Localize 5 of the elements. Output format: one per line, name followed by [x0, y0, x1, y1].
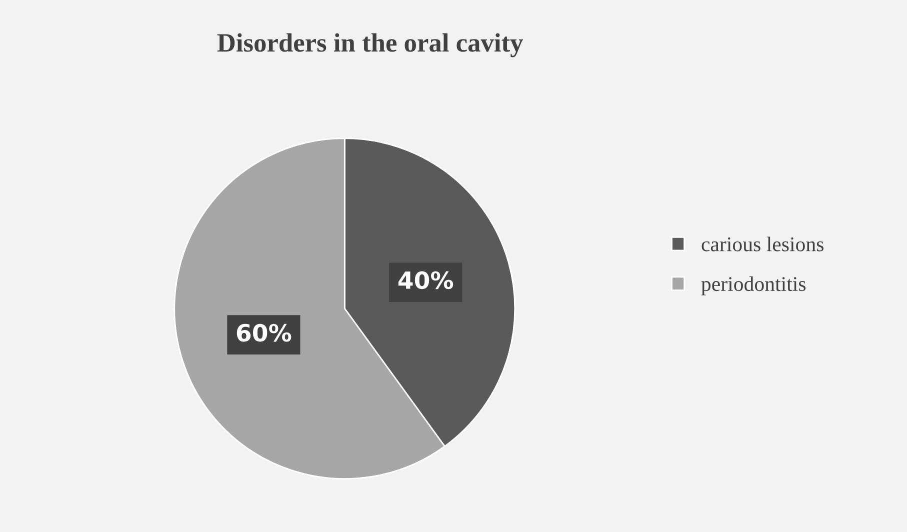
legend-label: periodontitis — [701, 276, 806, 296]
legend-label: carious lesions — [702, 236, 824, 252]
chart-title: Disorders in the oral cavity — [217, 33, 523, 58]
data-label: 60% — [236, 324, 292, 342]
data-label: 40% — [398, 271, 454, 290]
